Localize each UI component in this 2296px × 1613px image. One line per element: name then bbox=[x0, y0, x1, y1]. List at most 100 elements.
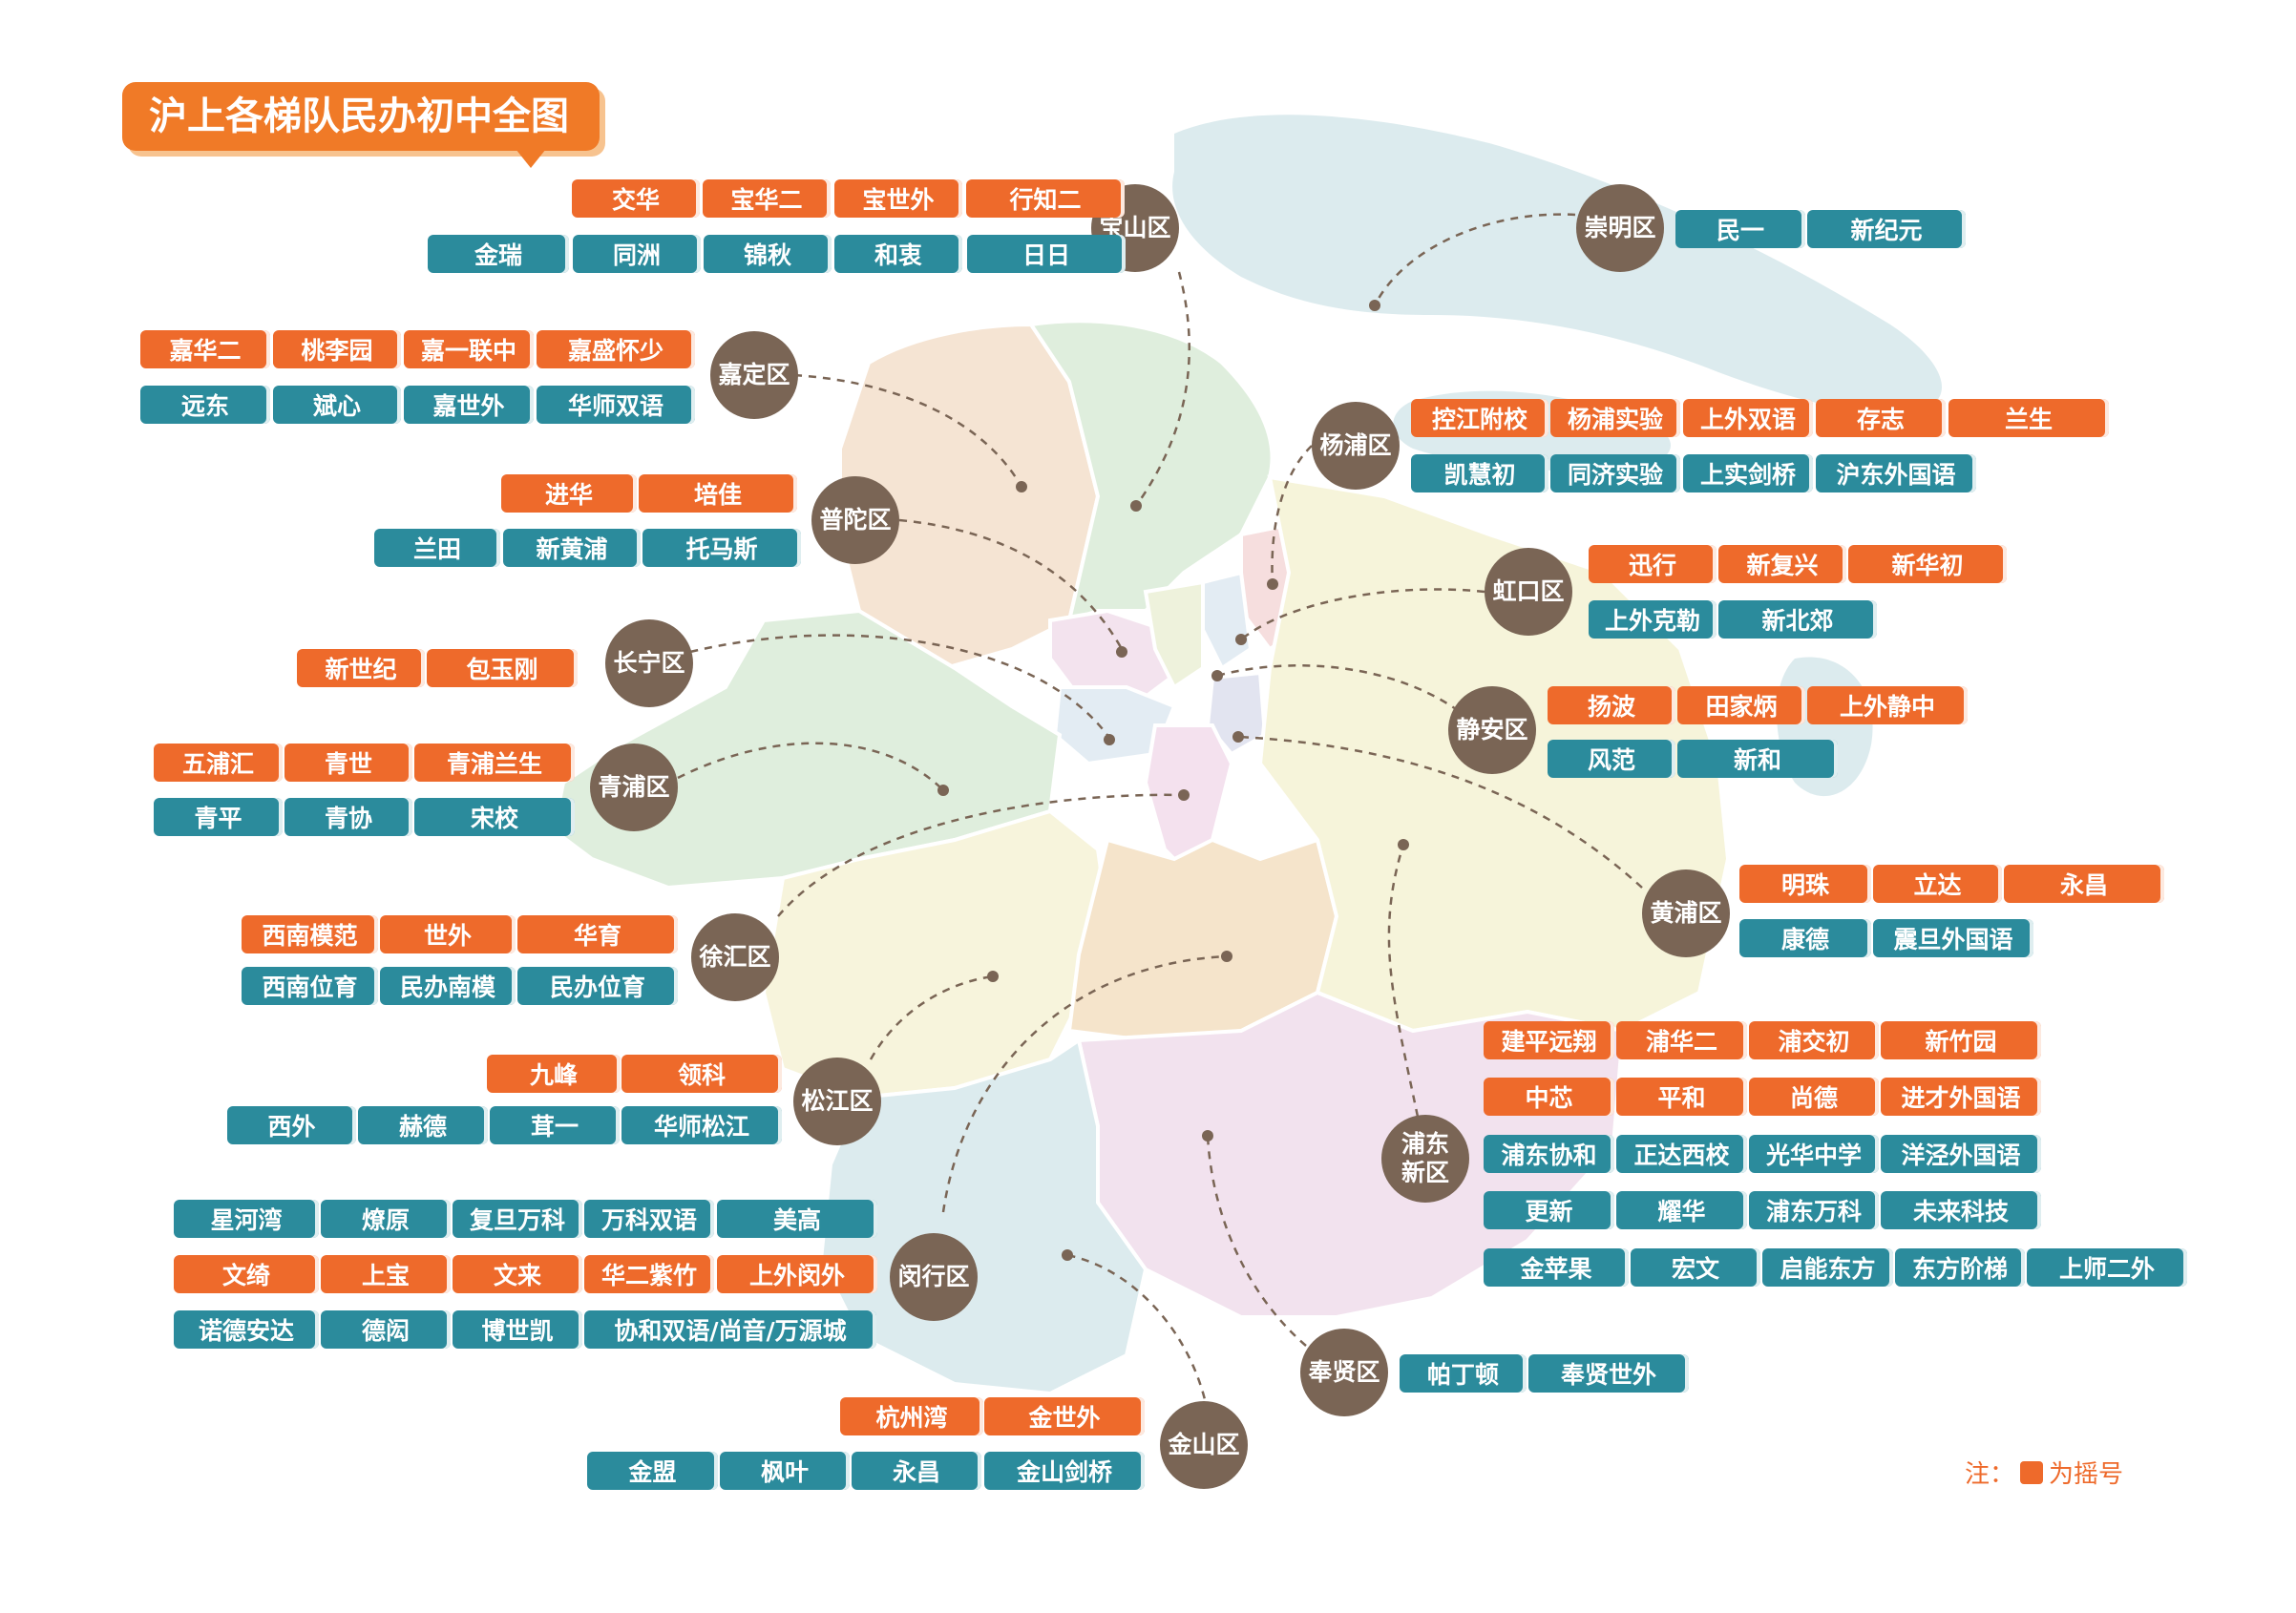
school-label: 青平 bbox=[154, 798, 283, 836]
school-label: 中芯 bbox=[1484, 1078, 1614, 1116]
school-label: 青世 bbox=[284, 744, 412, 782]
school-label: 浦东协和 bbox=[1484, 1135, 1614, 1173]
district-12-marker: 松江区 bbox=[793, 1058, 881, 1145]
school-label: 永昌 bbox=[852, 1452, 981, 1490]
school-label: 燎原 bbox=[321, 1200, 451, 1238]
school-label: 扬波 bbox=[1548, 686, 1675, 724]
school-label: 杭州湾 bbox=[840, 1397, 983, 1435]
dot-qingpu bbox=[937, 785, 949, 796]
school-label: 新竹园 bbox=[1881, 1021, 2041, 1059]
school-label: 斌心 bbox=[273, 386, 401, 424]
connector-jinshan bbox=[1066, 1253, 1210, 1414]
school-label: 同洲 bbox=[573, 235, 701, 273]
district-11-marker: 浦东 新区 bbox=[1381, 1115, 1469, 1203]
school-label: 文来 bbox=[453, 1255, 582, 1293]
connector-qingpu bbox=[677, 742, 944, 791]
school-label: 金瑞 bbox=[428, 235, 569, 273]
dot-xuhui bbox=[1178, 789, 1190, 801]
school-label: 新世纪 bbox=[297, 649, 425, 687]
connector-yangpu bbox=[1271, 445, 1313, 585]
school-label: 耀华 bbox=[1616, 1191, 1747, 1229]
school-label: 宝世外 bbox=[834, 179, 962, 218]
school-label: 世外 bbox=[380, 915, 516, 953]
school-label: 震旦外国语 bbox=[1873, 919, 2033, 957]
lottery-swatch bbox=[2020, 1460, 2044, 1484]
dot-jiading bbox=[1016, 481, 1027, 492]
region-chongming bbox=[1172, 115, 1942, 413]
school-label: 民一 bbox=[1675, 210, 1805, 248]
school-label: 桃李园 bbox=[273, 330, 401, 368]
school-label: 德闳 bbox=[321, 1310, 451, 1349]
school-label: 民办南模 bbox=[380, 967, 516, 1005]
school-label: 杨浦实验 bbox=[1550, 399, 1680, 437]
school-label: 更新 bbox=[1484, 1191, 1614, 1229]
school-label: 浦交初 bbox=[1749, 1021, 1879, 1059]
school-label: 西南模范 bbox=[242, 915, 378, 953]
note-suffix: 为摇号 bbox=[2049, 1460, 2124, 1489]
dot-jingan bbox=[1211, 670, 1223, 681]
dot-fengxian bbox=[1202, 1130, 1213, 1142]
school-label: 新北郊 bbox=[1718, 600, 1877, 639]
school-label: 明珠 bbox=[1739, 865, 1871, 903]
dot-jinshan bbox=[1062, 1249, 1073, 1261]
school-label: 迅行 bbox=[1589, 545, 1717, 583]
school-label: 嘉盛怀少 bbox=[537, 330, 695, 368]
region-jingan bbox=[1143, 579, 1205, 690]
school-label: 枫叶 bbox=[720, 1452, 850, 1490]
school-label: 新复兴 bbox=[1718, 545, 1846, 583]
district-13-marker: 闵行区 bbox=[890, 1233, 978, 1321]
school-label: 奉贤世外 bbox=[1528, 1354, 1689, 1393]
school-label: 风范 bbox=[1548, 740, 1675, 778]
school-label: 控江附校 bbox=[1411, 399, 1548, 437]
school-label: 立达 bbox=[1873, 865, 2002, 903]
school-label: 上师二外 bbox=[2027, 1248, 2187, 1287]
school-label: 新纪元 bbox=[1807, 210, 1966, 248]
school-label: 华师松江 bbox=[621, 1106, 782, 1144]
school-label: 嘉一联中 bbox=[404, 330, 534, 368]
school-label: 交华 bbox=[572, 179, 700, 218]
school-label: 东方阶梯 bbox=[1895, 1248, 2025, 1287]
school-label: 尚德 bbox=[1749, 1078, 1879, 1116]
school-label: 五浦汇 bbox=[154, 744, 283, 782]
connector-jingan bbox=[1216, 664, 1460, 713]
school-label: 金山剑桥 bbox=[984, 1452, 1145, 1490]
district-6-marker: 长宁区 bbox=[605, 619, 693, 707]
school-label: 存志 bbox=[1816, 399, 1946, 437]
school-label: 金盟 bbox=[587, 1452, 718, 1490]
school-label: 凯慧初 bbox=[1411, 454, 1548, 492]
school-label: 进才外国语 bbox=[1881, 1078, 2041, 1116]
district-10-marker: 徐汇区 bbox=[691, 913, 779, 1001]
school-label: 上实剑桥 bbox=[1683, 454, 1813, 492]
district-7-marker: 静安区 bbox=[1448, 686, 1536, 774]
school-label: 永昌 bbox=[2004, 865, 2164, 903]
district-8-marker: 青浦区 bbox=[590, 744, 678, 831]
school-label: 星河湾 bbox=[174, 1200, 319, 1238]
school-label: 培佳 bbox=[639, 474, 797, 513]
school-label: 上外静中 bbox=[1807, 686, 1968, 724]
school-label: 金世外 bbox=[984, 1397, 1145, 1435]
page-title: 沪上各梯队民办初中全图 bbox=[122, 82, 600, 151]
connector-changning bbox=[648, 634, 1111, 739]
school-label: 上外克勒 bbox=[1589, 600, 1717, 639]
school-label: 协和双语/尚音/万源城 bbox=[584, 1310, 876, 1349]
school-label: 进华 bbox=[501, 474, 637, 513]
school-label: 美高 bbox=[717, 1200, 877, 1238]
school-label: 华育 bbox=[517, 915, 678, 953]
school-label: 青协 bbox=[284, 798, 412, 836]
district-15-marker: 金山区 bbox=[1160, 1401, 1248, 1489]
school-label: 田家炳 bbox=[1677, 686, 1805, 724]
school-label: 上外双语 bbox=[1683, 399, 1813, 437]
dot-songjiang bbox=[987, 971, 999, 982]
region-hongkou bbox=[1201, 570, 1253, 671]
school-label: 新和 bbox=[1677, 740, 1838, 778]
school-label: 沪东外国语 bbox=[1816, 454, 1976, 492]
school-label: 宝华二 bbox=[703, 179, 831, 218]
school-label: 建平远翔 bbox=[1484, 1021, 1614, 1059]
school-label: 兰生 bbox=[1948, 399, 2109, 437]
note-prefix: 注： bbox=[1965, 1460, 2015, 1489]
school-label: 嘉华二 bbox=[140, 330, 270, 368]
school-label: 兰田 bbox=[374, 529, 500, 567]
school-label: 上外闵外 bbox=[717, 1255, 877, 1293]
school-label: 平和 bbox=[1616, 1078, 1747, 1116]
connector-chongming bbox=[1373, 213, 1576, 306]
